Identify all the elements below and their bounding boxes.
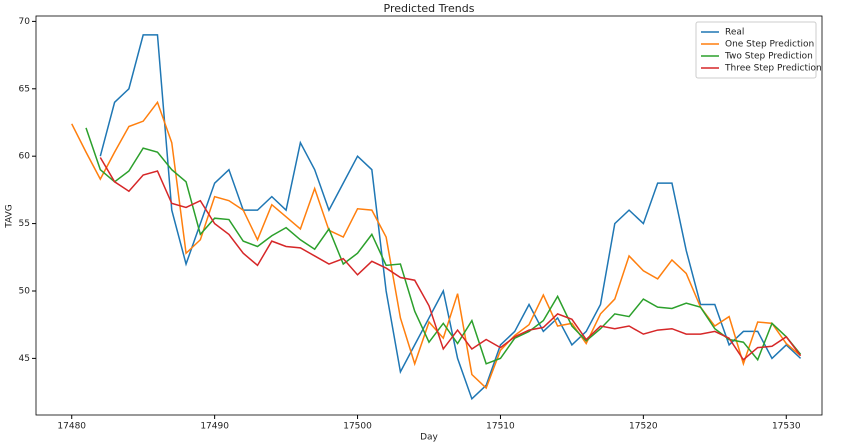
y-axis-label: TAVG (5, 204, 15, 229)
x-tick-label: 17530 (772, 422, 801, 432)
y-tick-label: 70 (19, 17, 31, 27)
y-tick-label: 50 (19, 286, 31, 296)
x-tick-label: 17500 (343, 422, 372, 432)
y-tick-label: 45 (19, 354, 30, 364)
x-tick-label: 17480 (57, 422, 86, 432)
plot-frame (35, 15, 823, 416)
x-tick-label: 17490 (200, 422, 229, 432)
legend-box (695, 21, 817, 79)
legend-label: Real (725, 28, 744, 38)
legend: Real One Step Prediction Two Step Predicti… (695, 21, 822, 79)
series-line (99, 157, 802, 361)
series-line (99, 34, 802, 401)
series-line (85, 127, 802, 365)
legend-label: One Step Prediction (725, 40, 814, 50)
legend-label: Three Step Prediction (724, 64, 822, 74)
y-tick-label: 60 (19, 152, 31, 162)
legend-label: Two Step Prediction (724, 52, 813, 62)
x-tick-label: 17520 (629, 422, 658, 432)
y-tick-label: 55 (19, 219, 30, 229)
series-line (71, 100, 802, 390)
x-axis-label: Day (420, 433, 438, 443)
y-tick-label: 65 (19, 84, 30, 94)
x-tick-label: 17510 (486, 422, 515, 432)
chart-title: Predicted Trends (384, 2, 475, 15)
